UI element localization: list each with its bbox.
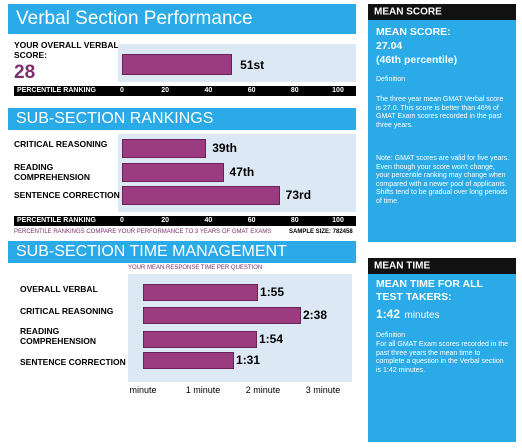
row-label-line: READING: [14, 162, 54, 172]
time-axis-tick-label: 1 minute: [185, 385, 221, 395]
mean-time-value: 1:42: [376, 307, 401, 321]
time-bar: [143, 331, 257, 348]
row-label-line: OVERALL VERBAL: [20, 284, 98, 294]
axis-tick-label: 60: [247, 87, 256, 94]
subsection-bar: [122, 186, 280, 205]
overall-score-label-line2: SCORE:: [14, 50, 48, 60]
axis-tick-label: 80: [290, 87, 299, 94]
subsection-percentile-axis: PERCENTILE RANKING 0 20 40 60 80 100: [14, 216, 356, 226]
row-label-line: SENTENCE CORRECTION: [20, 357, 126, 367]
subsection-rankings-header: SUB-SECTION RANKINGS: [8, 108, 356, 130]
subsection-bar-label: 39th: [212, 141, 237, 155]
mean-time-header: MEAN TIME: [368, 258, 516, 274]
axis-tick-label: 100: [332, 217, 344, 224]
mean-time-unit: minutes: [404, 310, 440, 321]
mean-score-value: 27.04: [376, 40, 403, 52]
overall-score-label: YOUR OVERALL VERBAL SCORE:: [14, 40, 119, 60]
axis-tick-label: 0: [120, 217, 124, 224]
time-bar-label: 2:38: [302, 308, 327, 322]
mean-score-header-text: MEAN SCORE: [374, 6, 442, 18]
subsection-bar-label: 73rd: [285, 188, 312, 202]
row-label-line: COMPREHENSION: [14, 172, 91, 182]
axis-tick-label: 40: [204, 87, 213, 94]
axis-tick-label: 20: [161, 217, 170, 224]
time-management-title: SUB-SECTION TIME MANAGEMENT: [16, 243, 287, 260]
axis-tick-label: 40: [204, 217, 213, 224]
subsection-axis-label: PERCENTILE RANKING: [17, 217, 96, 224]
time-bar: [143, 352, 235, 369]
mean-score-label: MEAN SCORE:: [376, 26, 451, 38]
time-bar-label: 1:54: [259, 332, 284, 346]
mean-time-label-line2: TEST TAKERS:: [376, 291, 452, 303]
subsection-bar: [122, 139, 207, 158]
subsection-bar-label: 47th: [229, 165, 255, 179]
time-label-sentence-correction: SENTENCE CORRECTION: [20, 357, 126, 367]
axis-tick-label: 80: [290, 217, 299, 224]
verbal-section-header: Verbal Section Performance: [8, 4, 356, 34]
mean-time-definition: For all GMAT Exam scores recorded in the…: [376, 341, 509, 374]
time-label-critical-reasoning: CRITICAL REASONING: [20, 306, 113, 316]
time-axis-tick-label: minute: [129, 385, 157, 395]
mean-time-definition-title: Definition: [376, 332, 406, 339]
row-label-line: CRITICAL REASONING: [14, 139, 108, 149]
time-label-overall-verbal: OVERALL VERBAL: [20, 284, 98, 294]
mean-score-percentile: (46th percentile): [376, 54, 458, 66]
mean-score-definition-title: Definition: [376, 76, 406, 83]
percentile-note: PERCENTILE RANKINGS COMPARE YOUR PERFORM…: [14, 229, 272, 235]
subsection-rankings-title: SUB-SECTION RANKINGS: [16, 110, 214, 127]
mean-time-label-line1: MEAN TIME FOR ALL: [376, 278, 483, 290]
verbal-section-title: Verbal Section Performance: [16, 8, 253, 29]
mean-time-panel: MEAN TIME FOR ALL TEST TAKERS: 1:42 minu…: [368, 274, 516, 442]
verbal-percentile-bar: [122, 54, 233, 75]
time-axis-tick-label: 2 minute: [245, 385, 281, 395]
verbal-axis-label: PERCENTILE RANKING: [17, 87, 96, 94]
mean-score-definition: The three year mean GMAT Verbal score is…: [376, 96, 504, 129]
time-subtitle: YOUR MEAN RESPONSE TIME PER QUESTION: [128, 265, 263, 271]
axis-tick-label: 100: [332, 87, 344, 94]
time-bar: [143, 307, 301, 324]
mean-score-panel: MEAN SCORE: 27.04 (46th percentile) Defi…: [368, 20, 516, 242]
mean-score-note: Note: GMAT scores are valid for five yea…: [376, 155, 510, 205]
time-label-reading-comprehension: READING COMPREHENSION: [20, 326, 96, 346]
time-axis-tick-label: 3 minute: [305, 385, 341, 395]
time-bar: [143, 284, 259, 301]
subsection-bar: [122, 163, 224, 182]
verbal-percentile-axis: PERCENTILE RANKING 0 20 40 60 80 100: [14, 86, 356, 96]
sample-size: SAMPLE SIZE: 782458: [289, 229, 353, 235]
mean-time-value-row: 1:42 minutes: [376, 305, 440, 323]
row-label-line: CRITICAL REASONING: [20, 306, 114, 316]
time-bar-label: 1:55: [260, 285, 285, 299]
row-label-sentence-correction: SENTENCE CORRECTION: [14, 190, 120, 200]
time-management-header: SUB-SECTION TIME MANAGEMENT: [8, 241, 356, 263]
row-label-line: SENTENCE CORRECTION: [14, 190, 120, 200]
mean-score-header: MEAN SCORE: [368, 4, 516, 20]
overall-score-value: 28: [14, 62, 36, 83]
time-bar-label: 1:31: [236, 353, 261, 367]
row-label-reading-comprehension: READING COMPREHENSION: [14, 162, 90, 182]
axis-tick-label: 60: [247, 217, 256, 224]
mean-time-header-text: MEAN TIME: [374, 260, 431, 272]
row-label-line: READING: [20, 326, 60, 336]
axis-tick-label: 20: [161, 87, 170, 94]
row-label-critical-reasoning: CRITICAL REASONING: [14, 139, 107, 149]
axis-tick-label: 0: [120, 87, 124, 94]
row-label-line: COMPREHENSION: [20, 336, 97, 346]
overall-score-label-line1: YOUR OVERALL VERBAL: [14, 40, 119, 50]
verbal-percentile-label: 51st: [240, 58, 265, 72]
